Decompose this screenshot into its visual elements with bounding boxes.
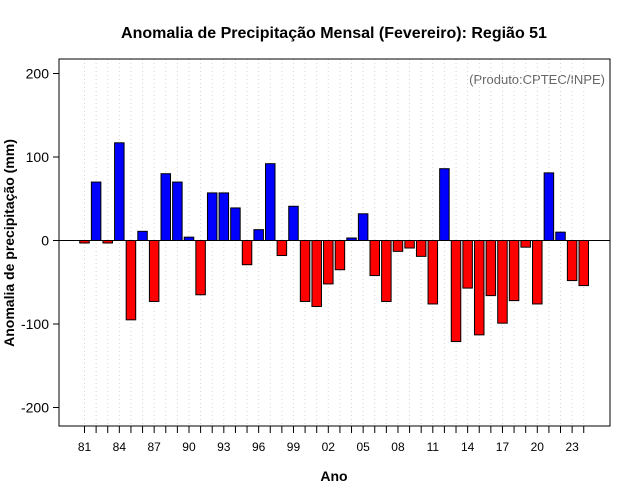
bar-2003 <box>334 240 346 271</box>
bar-2006 <box>369 240 380 277</box>
x-tick-label: 23 <box>565 440 579 454</box>
x-tick-label: 90 <box>182 440 196 454</box>
bar-1989 <box>172 181 183 242</box>
bar-2010 <box>415 240 427 257</box>
bar-2007 <box>381 240 392 302</box>
bar-2023 <box>566 240 578 282</box>
bar-1986 <box>137 230 148 242</box>
plot-frame <box>58 58 611 427</box>
bar-1993 <box>218 192 230 241</box>
bar-1991 <box>195 240 206 296</box>
bar-1985 <box>125 240 137 321</box>
x-tick-label: 05 <box>356 440 370 454</box>
axes: -200 -100 0 100 200 81 84 87 90 93 96 99 02 05 08 11 14 1… <box>21 66 610 454</box>
bar-2021 <box>543 172 555 242</box>
bar-2018 <box>508 240 520 302</box>
bar-1988 <box>160 173 172 241</box>
bar-2015 <box>473 240 485 336</box>
x-tick-label: 96 <box>252 440 266 454</box>
bars <box>79 142 589 343</box>
x-tick-label: 20 <box>531 440 545 454</box>
y-tick-label: 200 <box>26 66 50 82</box>
bar-2011 <box>427 240 439 305</box>
bar-2019 <box>520 240 531 248</box>
bar-1996 <box>253 229 264 242</box>
chart-title: Anomalia de Precipitação Mensal (Feverei… <box>121 25 547 42</box>
bar-2001 <box>311 240 322 307</box>
bar-1984 <box>114 142 125 241</box>
bar-1999 <box>288 205 299 241</box>
x-tick-label: 14 <box>461 440 475 454</box>
x-tick-label: 08 <box>391 440 405 454</box>
bar-2013 <box>450 240 462 343</box>
bar-1994 <box>230 207 241 241</box>
bar-2000 <box>299 240 311 302</box>
bar-1995 <box>241 240 253 266</box>
bar-1987 <box>148 240 160 302</box>
bar-2012 <box>439 168 450 241</box>
bar-2020 <box>532 240 543 305</box>
x-tick-label: 87 <box>147 440 161 454</box>
x-tick-label: 93 <box>217 440 231 454</box>
y-tick-label: 0 <box>41 233 49 249</box>
x-tick-label: 17 <box>496 440 510 454</box>
bar-1990 <box>183 236 195 242</box>
x-tick-label: 84 <box>113 440 127 454</box>
x-tick-label: 81 <box>78 440 92 454</box>
bar-2008 <box>392 240 404 252</box>
bar-1982 <box>90 181 102 242</box>
bar-2017 <box>497 240 508 324</box>
bar-2014 <box>462 240 473 289</box>
bar-2022 <box>555 231 566 241</box>
bar-1992 <box>206 192 218 241</box>
bar-2009 <box>404 240 415 249</box>
bar-2016 <box>485 240 497 297</box>
x-tick-label: 02 <box>322 440 336 454</box>
bar-2024 <box>578 240 589 287</box>
y-tick-label: 100 <box>26 149 50 165</box>
y-tick-label: -200 <box>21 400 49 416</box>
y-tick-label: -100 <box>21 316 49 332</box>
bar-1997 <box>265 163 276 241</box>
x-tick-label: 11 <box>427 440 440 454</box>
x-axis-label: Ano <box>320 468 347 484</box>
bar-1998 <box>276 240 288 257</box>
y-axis-label: Anomalia de precipitação (mm) <box>1 139 17 347</box>
bar-2002 <box>323 240 334 285</box>
bar-2005 <box>357 213 369 241</box>
x-tick-label: 99 <box>287 440 301 454</box>
